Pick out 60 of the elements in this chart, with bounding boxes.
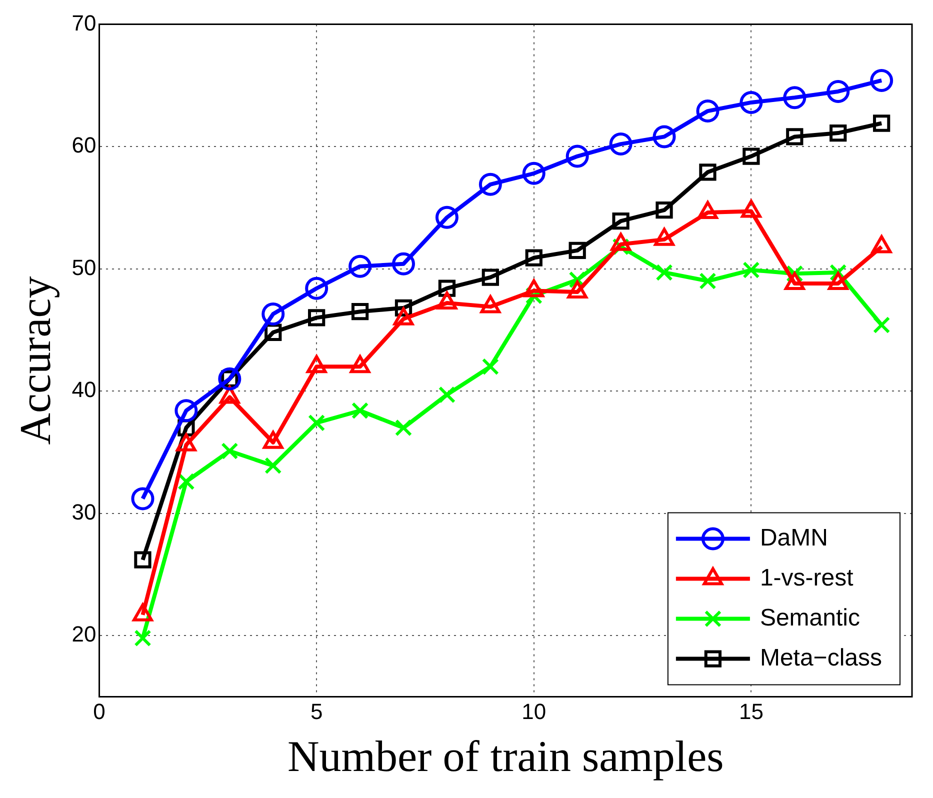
x-tick-label: 5 — [310, 699, 323, 724]
point — [699, 272, 716, 290]
point — [221, 442, 238, 460]
point — [566, 144, 589, 168]
point — [131, 487, 154, 510]
point — [699, 164, 716, 181]
y-tick-label: 70 — [72, 10, 96, 36]
point — [696, 100, 720, 123]
point — [656, 264, 673, 282]
x-tick-label: 15 — [738, 699, 764, 724]
point — [783, 86, 806, 110]
point — [522, 162, 546, 185]
y-tick-label: 20 — [72, 622, 96, 647]
legend-label: Meta−class — [760, 644, 882, 672]
point — [178, 472, 195, 490]
y-tick-label: 40 — [72, 377, 96, 402]
point — [438, 280, 456, 297]
point — [568, 242, 586, 260]
point — [394, 419, 412, 436]
point — [351, 402, 369, 420]
point — [870, 68, 894, 92]
point — [478, 172, 502, 196]
point — [482, 268, 499, 286]
point — [612, 212, 630, 230]
y-tick-label: 60 — [72, 132, 96, 158]
y-tick-label: 50 — [72, 254, 96, 280]
point — [392, 252, 415, 276]
legend-label: Semantic — [760, 604, 860, 632]
point — [438, 386, 456, 404]
point — [305, 276, 328, 300]
x-axis-title: Number of train samples — [288, 732, 724, 782]
point — [348, 254, 372, 278]
point — [656, 202, 673, 219]
point — [740, 90, 763, 114]
point — [652, 125, 676, 148]
point — [826, 80, 850, 103]
point — [308, 414, 326, 432]
legend-label: DaMN — [760, 524, 828, 552]
point — [830, 124, 847, 142]
point — [482, 358, 499, 376]
point — [435, 206, 458, 229]
point — [264, 457, 282, 474]
point — [134, 551, 152, 568]
point — [786, 128, 804, 146]
point — [262, 302, 285, 326]
point — [742, 261, 760, 279]
point — [609, 132, 632, 156]
point — [134, 630, 152, 647]
point — [308, 309, 326, 326]
point — [351, 303, 369, 320]
legend-label: 1-vs-rest — [760, 564, 854, 592]
y-tick-label: 30 — [72, 499, 96, 524]
point — [873, 114, 890, 132]
point — [873, 316, 890, 334]
y-axis-title: Accuracy — [10, 276, 60, 445]
point — [174, 399, 198, 422]
point — [525, 249, 542, 266]
x-tick-label: 10 — [522, 699, 546, 724]
point — [742, 148, 760, 165]
x-tick-label: 0 — [93, 699, 106, 724]
